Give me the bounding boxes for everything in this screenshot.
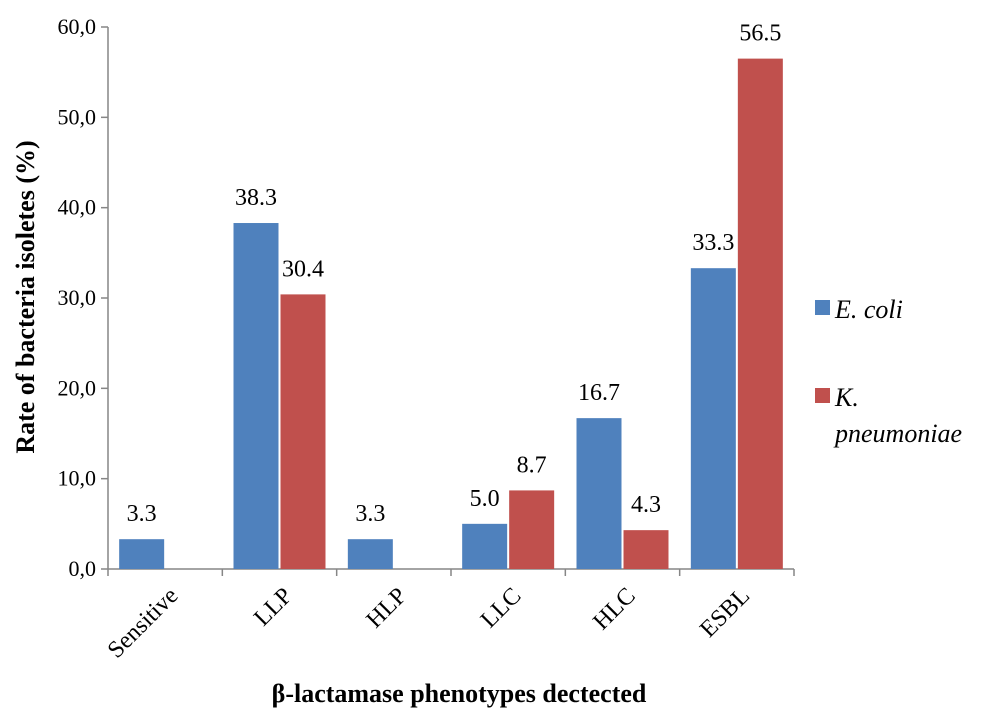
data-label: 5.0 xyxy=(470,486,500,512)
legend-swatch xyxy=(815,388,830,403)
x-axis-title: β-lactamase phenotypes dectected xyxy=(272,679,647,708)
bar xyxy=(119,539,165,569)
x-axis: Sensitive LLP HLP LLC HLC ESBL xyxy=(103,568,795,664)
data-label: 33.3 xyxy=(692,230,734,256)
y-tick-label: 50,0 xyxy=(58,104,97,129)
x-tick-label: ESBL xyxy=(695,583,755,643)
y-tick-label: 20,0 xyxy=(58,375,97,400)
data-label: 4.3 xyxy=(631,492,661,518)
x-tick-label: LLP xyxy=(249,583,298,632)
bars xyxy=(119,58,783,570)
bar xyxy=(280,294,326,569)
legend-swatch xyxy=(815,300,830,315)
data-label: 3.3 xyxy=(127,501,157,527)
y-axis-title: Rate of bacteria isoletes (%) xyxy=(11,140,40,453)
data-labels: 3.3 38.3 30.4 3.3 5.0 8.7 16.7 4.3 33.3 56.5 xyxy=(127,21,782,528)
x-tick-label: LLC xyxy=(476,583,526,633)
data-label: 16.7 xyxy=(578,380,620,406)
bar xyxy=(737,58,783,569)
bar xyxy=(462,523,508,569)
bar xyxy=(509,490,555,569)
y-tick-label: 0,0 xyxy=(69,556,97,581)
data-label: 38.3 xyxy=(235,185,277,211)
legend-label: K. xyxy=(834,383,859,412)
y-tick-label: 60,0 xyxy=(58,14,97,39)
bar xyxy=(690,268,736,569)
bar xyxy=(233,223,279,570)
data-label: 56.5 xyxy=(739,21,781,47)
data-label: 30.4 xyxy=(282,256,324,282)
legend-label: pneumoniae xyxy=(833,419,962,448)
x-tick-label: HLP xyxy=(362,583,412,633)
x-tick-label: Sensitive xyxy=(103,583,184,664)
y-axis: 0,0 10,0 20,0 30,0 40,0 50,0 60,0 xyxy=(58,14,109,581)
y-tick-label: 40,0 xyxy=(58,195,97,220)
data-label: 3.3 xyxy=(355,501,385,527)
legend-label: E. coli xyxy=(834,295,903,324)
bar xyxy=(623,530,669,569)
bar xyxy=(576,418,622,569)
legend: E. coli K. pneumoniae xyxy=(815,295,962,448)
x-tick-label: HLC xyxy=(588,583,640,635)
bar xyxy=(347,539,393,569)
y-tick-label: 10,0 xyxy=(58,466,97,491)
y-tick-label: 30,0 xyxy=(58,285,97,310)
data-label: 8.7 xyxy=(517,452,547,478)
